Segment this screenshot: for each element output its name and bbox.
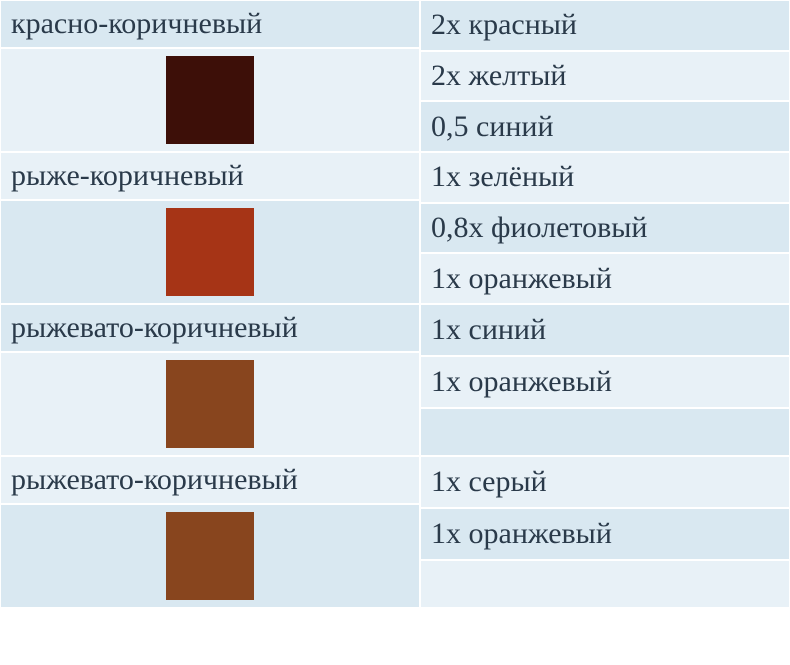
color-row-group: рыжевато-коричневый 1х серый 1х оранжевы… bbox=[0, 456, 790, 608]
ingredient-text: 0,8х фиолетовый bbox=[431, 211, 647, 245]
ingredient-cell: 1х серый bbox=[420, 456, 790, 508]
ingredient-text: 1х зелёный bbox=[431, 160, 574, 194]
color-name: рыже-коричневый bbox=[11, 159, 244, 192]
ingredient-cell: 0,5 синий bbox=[420, 101, 790, 152]
color-swatch bbox=[166, 208, 254, 296]
ingredient-cell: 2х желтый bbox=[420, 51, 790, 102]
ingredient-cell: 1х оранжевый bbox=[420, 253, 790, 304]
ingredient-text: 2х желтый bbox=[431, 59, 566, 93]
color-name: красно-коричневый bbox=[11, 7, 262, 40]
ingredient-text: 1х оранжевый bbox=[431, 262, 612, 296]
ingredient-text: 1х оранжевый bbox=[431, 365, 612, 399]
ingredient-text: 1х синий bbox=[431, 313, 546, 347]
color-row-group: красно-коричневый 2х красный 2х желтый 0… bbox=[0, 0, 790, 152]
ingredient-text: 1х серый bbox=[431, 465, 547, 499]
empty-cell bbox=[420, 408, 790, 456]
color-name-cell: рыжевато-коричневый bbox=[0, 456, 420, 504]
ingredient-text: 1х оранжевый bbox=[431, 517, 612, 551]
color-name-cell: рыже-коричневый bbox=[0, 152, 420, 200]
ingredient-text: 2х красный bbox=[431, 8, 577, 42]
color-name-cell: рыжевато-коричневый bbox=[0, 304, 420, 352]
ingredient-cell: 0,8х фиолетовый bbox=[420, 203, 790, 254]
swatch-cell bbox=[0, 504, 420, 608]
ingredient-cell: 1х зелёный bbox=[420, 152, 790, 203]
ingredient-cell: 1х синий bbox=[420, 304, 790, 356]
color-mixing-table: красно-коричневый 2х красный 2х желтый 0… bbox=[0, 0, 790, 608]
color-row-group: рыже-коричневый 1х зелёный 0,8х фиолетов… bbox=[0, 152, 790, 304]
empty-cell bbox=[420, 560, 790, 608]
ingredient-cell: 1х оранжевый bbox=[420, 508, 790, 560]
color-row-group: рыжевато-коричневый 1х синий 1х оранжевы… bbox=[0, 304, 790, 456]
color-swatch bbox=[166, 56, 254, 144]
color-swatch bbox=[166, 512, 254, 600]
color-name: рыжевато-коричневый bbox=[11, 463, 298, 496]
color-swatch bbox=[166, 360, 254, 448]
ingredient-cell: 1х оранжевый bbox=[420, 356, 790, 408]
swatch-cell bbox=[0, 200, 420, 304]
ingredient-cell: 2х красный bbox=[420, 0, 790, 51]
swatch-cell bbox=[0, 352, 420, 456]
color-name-cell: красно-коричневый bbox=[0, 0, 420, 48]
ingredient-text: 0,5 синий bbox=[431, 110, 554, 144]
swatch-cell bbox=[0, 48, 420, 152]
color-name: рыжевато-коричневый bbox=[11, 311, 298, 344]
